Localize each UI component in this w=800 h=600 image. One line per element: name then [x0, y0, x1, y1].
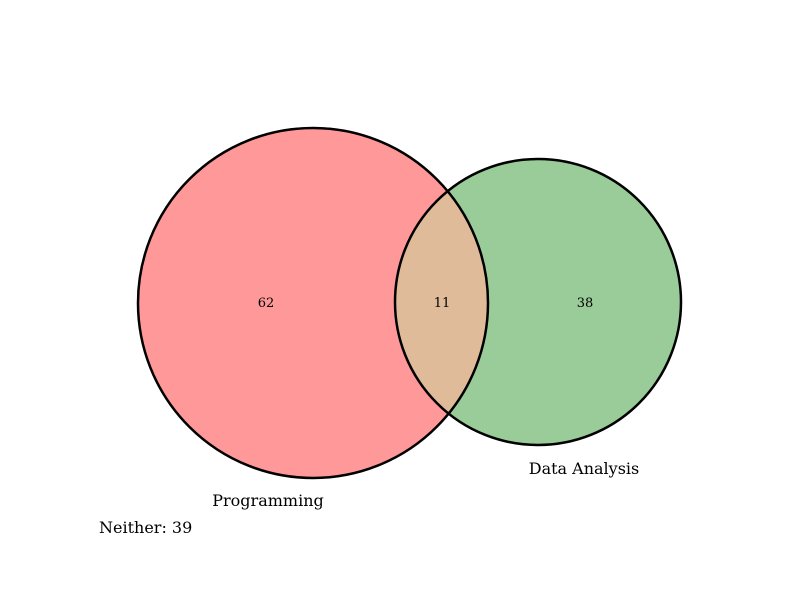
intersection-region	[395, 159, 488, 445]
intersection-count: 11	[434, 296, 451, 311]
programming-only-count: 62	[258, 296, 275, 311]
data-analysis-label: Data Analysis	[529, 459, 640, 478]
data-analysis-only-count: 38	[577, 296, 594, 311]
data-analysis-circle-outline	[393, 157, 683, 447]
programming-circle-fill	[138, 128, 488, 478]
neither-label: Neither: 39	[99, 518, 192, 537]
programming-circle-outline	[136, 126, 490, 480]
programming-label: Programming	[212, 491, 323, 510]
